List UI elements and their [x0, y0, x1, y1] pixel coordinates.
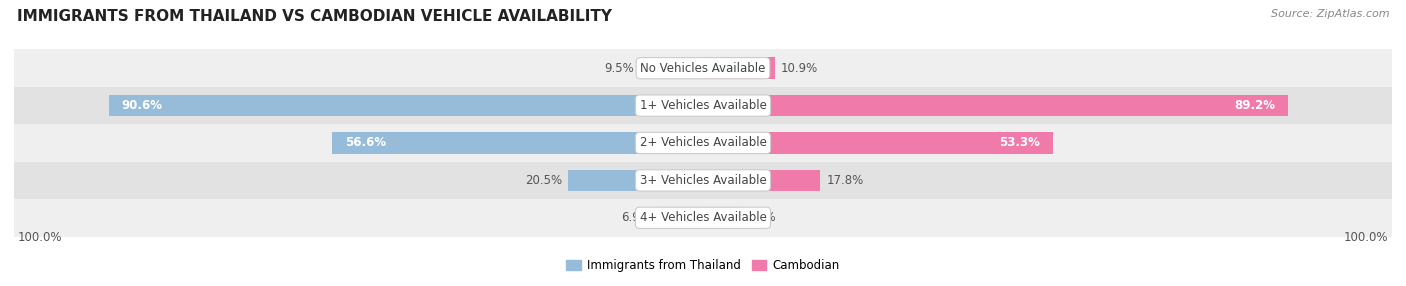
- Legend: Immigrants from Thailand, Cambodian: Immigrants from Thailand, Cambodian: [562, 255, 844, 277]
- Bar: [703, 95, 1288, 116]
- Text: 17.8%: 17.8%: [827, 174, 863, 187]
- Text: Source: ZipAtlas.com: Source: ZipAtlas.com: [1271, 9, 1389, 19]
- Text: 9.5%: 9.5%: [605, 62, 634, 75]
- Text: 6.9%: 6.9%: [621, 211, 651, 224]
- Bar: [14, 87, 1392, 124]
- Bar: [703, 57, 775, 79]
- Bar: [703, 132, 1053, 154]
- Text: 56.6%: 56.6%: [344, 136, 385, 150]
- Text: 89.2%: 89.2%: [1234, 99, 1275, 112]
- Bar: [641, 57, 703, 79]
- Text: 2+ Vehicles Available: 2+ Vehicles Available: [640, 136, 766, 150]
- Text: 5.5%: 5.5%: [745, 211, 775, 224]
- Bar: [568, 170, 703, 191]
- Text: 100.0%: 100.0%: [1344, 231, 1389, 244]
- Bar: [703, 207, 740, 229]
- Text: No Vehicles Available: No Vehicles Available: [640, 62, 766, 75]
- Text: 10.9%: 10.9%: [782, 62, 818, 75]
- Bar: [658, 207, 703, 229]
- Text: 53.3%: 53.3%: [998, 136, 1039, 150]
- Bar: [703, 170, 820, 191]
- Bar: [14, 49, 1392, 87]
- Bar: [14, 162, 1392, 199]
- Text: 20.5%: 20.5%: [524, 174, 562, 187]
- Text: 1+ Vehicles Available: 1+ Vehicles Available: [640, 99, 766, 112]
- Text: 4+ Vehicles Available: 4+ Vehicles Available: [640, 211, 766, 224]
- Bar: [332, 132, 703, 154]
- Text: 3+ Vehicles Available: 3+ Vehicles Available: [640, 174, 766, 187]
- Bar: [14, 124, 1392, 162]
- Bar: [14, 199, 1392, 237]
- Text: 90.6%: 90.6%: [122, 99, 163, 112]
- Text: 100.0%: 100.0%: [17, 231, 62, 244]
- Bar: [108, 95, 703, 116]
- Text: IMMIGRANTS FROM THAILAND VS CAMBODIAN VEHICLE AVAILABILITY: IMMIGRANTS FROM THAILAND VS CAMBODIAN VE…: [17, 9, 612, 23]
